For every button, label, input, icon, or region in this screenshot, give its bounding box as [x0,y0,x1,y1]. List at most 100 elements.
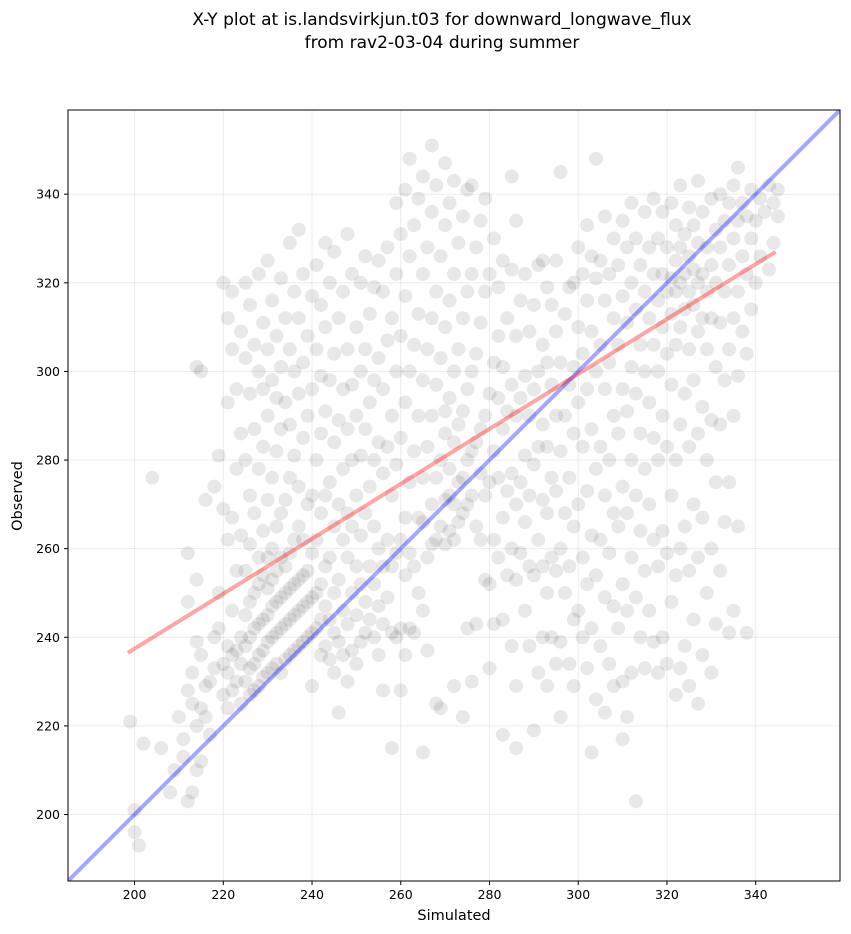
data-point [722,196,737,211]
data-point [620,315,635,330]
data-point [265,630,280,645]
chart-title-line-2: from rav2-03-04 during summer [305,33,580,53]
data-point [278,652,293,667]
data-point [238,674,253,689]
data-point [305,590,320,605]
data-point [495,253,510,268]
data-point [287,532,302,547]
data-point [265,470,280,485]
data-point [659,656,674,671]
data-point [273,621,288,636]
data-point [269,328,284,343]
data-point [207,479,222,494]
data-point [447,532,461,547]
data-point [615,674,630,689]
data-point [580,293,595,308]
data-point [136,736,151,751]
data-point [442,391,457,406]
data-point [451,417,466,432]
data-point [691,550,706,565]
data-point [646,634,661,649]
data-point [358,625,373,640]
data-point [344,585,359,600]
data-point [651,453,666,468]
data-point [367,373,382,388]
data-point [575,439,590,454]
data-point [424,537,439,552]
data-point [535,337,550,352]
data-point [291,639,306,654]
data-point [770,182,785,197]
data-point [269,563,284,578]
data-point [251,648,266,663]
data-point [376,617,391,631]
data-point [163,785,178,800]
data-point [509,328,524,343]
data-point [273,506,288,521]
data-point [278,617,293,631]
data-point [349,608,364,623]
data-point [553,634,568,649]
data-point [668,284,683,299]
data-point [566,426,581,441]
data-point [531,532,546,547]
data-point [522,408,537,423]
data-point [686,612,701,627]
data-point [313,297,328,312]
data-point [376,559,391,574]
data-point [460,621,475,636]
identity-line [68,110,840,881]
data-point [180,794,195,809]
x-axis-ticks: 200 220 240 260 280 300 320 340 [123,881,768,902]
data-point [699,240,714,255]
data-point [540,280,555,295]
data-point [251,679,266,694]
data-point [659,240,674,255]
data-point [691,324,706,339]
data-point [668,218,683,233]
data-point [260,408,275,423]
data-point [216,501,231,516]
data-point [251,577,266,592]
data-point [229,674,244,689]
data-point [269,625,284,640]
data-point [442,488,457,503]
data-point [580,484,595,499]
data-point [247,506,262,521]
data-point [260,665,275,680]
y-tick-label: 240 [36,630,60,645]
data-point [216,275,231,290]
data-point [176,749,191,764]
data-point [300,594,315,609]
data-point [695,311,710,326]
data-point [642,240,657,255]
data-point [238,351,253,366]
data-point [597,488,612,503]
data-point [278,311,293,326]
data-point [398,182,413,197]
data-point [739,346,754,361]
data-point [424,138,439,153]
data-point [273,271,288,286]
data-point [500,568,515,583]
data-point [282,342,297,357]
data-point [331,572,346,587]
data-point [540,585,555,600]
data-point [708,360,723,374]
data-point [677,302,692,317]
data-point [517,515,532,530]
data-point [637,563,652,578]
data-point [544,377,559,392]
data-point [202,674,217,689]
data-point [287,608,302,623]
data-point [287,448,302,463]
data-point [602,656,617,671]
data-point [482,266,497,281]
data-point [668,337,683,352]
data-point [429,178,444,193]
data-point [722,342,737,357]
data-point [460,497,475,512]
data-point [349,408,364,423]
data-point [544,470,559,485]
x-tick-label: 260 [389,887,413,902]
